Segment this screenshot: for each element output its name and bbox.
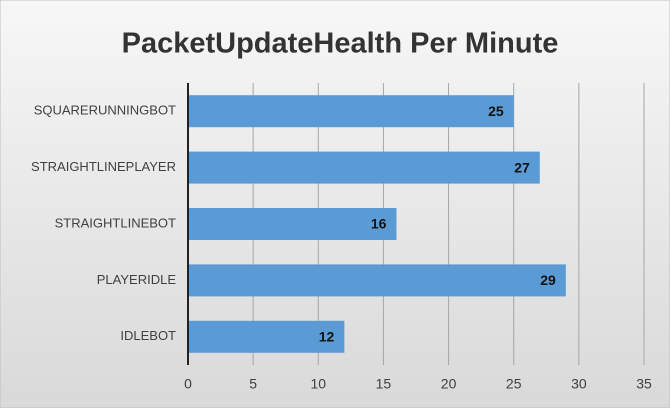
x-tick-label: 15 [376, 376, 392, 392]
y-tick-label: STRAIGHTLINEBOT [55, 215, 176, 230]
x-tick-label: 0 [184, 376, 192, 392]
x-tick-label: 20 [441, 376, 457, 392]
x-tick-label: 30 [571, 376, 587, 392]
bar [188, 95, 514, 128]
data-label: 16 [371, 216, 387, 232]
y-tick-label: STRAIGHTLINEPLAYER [31, 159, 176, 174]
chart-title: PacketUpdateHealth Per Minute [122, 28, 559, 60]
x-tick-label: 10 [310, 376, 326, 392]
bar [188, 151, 540, 184]
bar [188, 264, 566, 297]
y-tick-label: SQUARERUNNINGBOT [34, 103, 176, 118]
x-tick-label: 35 [636, 376, 652, 392]
y-tick-label: PLAYERIDLE [97, 272, 177, 287]
bar [188, 208, 397, 240]
x-tick-label: 5 [249, 376, 257, 392]
x-tick-label: 25 [506, 376, 522, 392]
data-label: 29 [540, 272, 556, 288]
data-label: 12 [319, 329, 335, 345]
data-label: 25 [488, 103, 504, 119]
data-label: 27 [514, 159, 530, 175]
y-tick-label: IDLEBOT [120, 328, 176, 343]
bar [188, 320, 345, 353]
